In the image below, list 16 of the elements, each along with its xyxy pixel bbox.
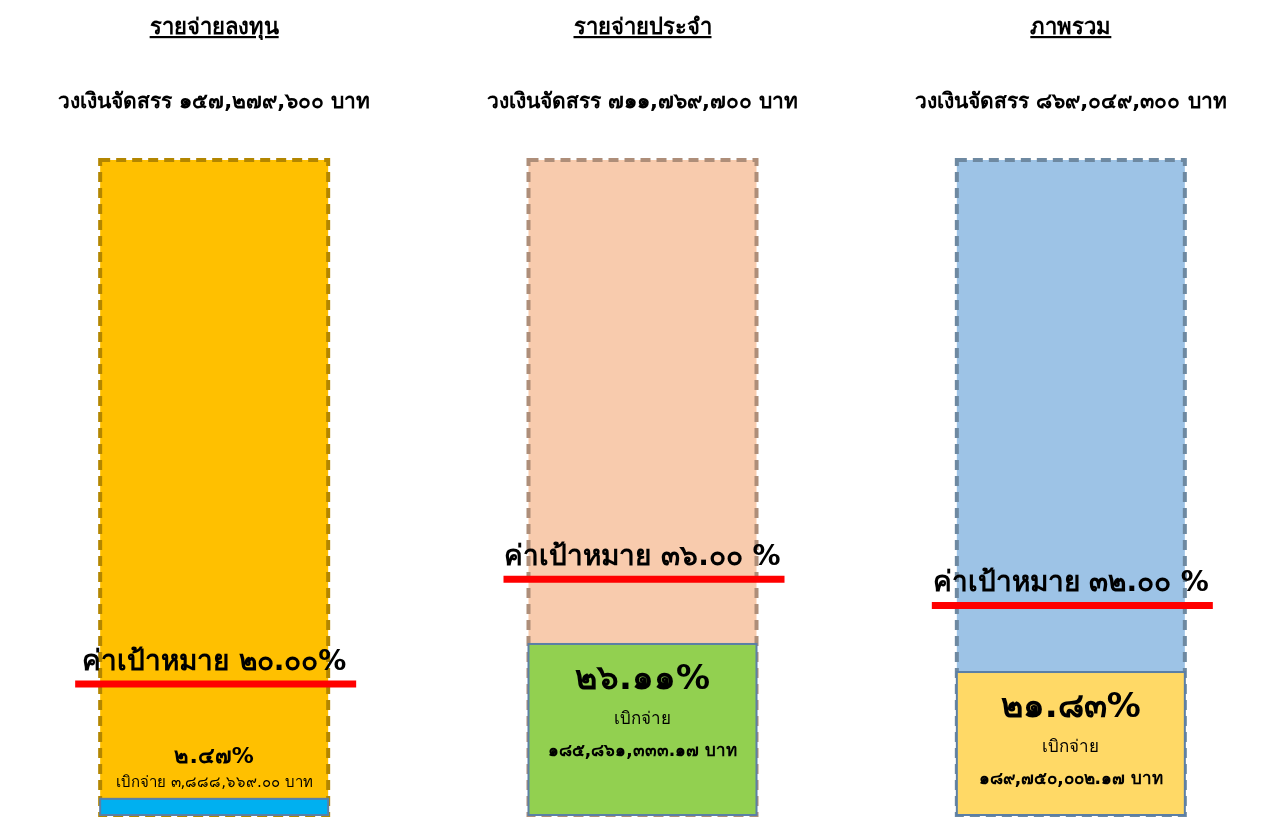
annotation: เบิกจ่าย ๓,๘๘๘,๖๖๙.๐๐ บาท bbox=[115, 772, 313, 791]
chart-subtitle: วงเงินจัดสรร ๑๕๗,๒๗๙,๖๐๐ บาท bbox=[57, 89, 371, 113]
ref-line-label: ค่าเป้าหมาย ๓๖.๐๐ % bbox=[504, 539, 781, 573]
annotation: เบิกจ่าย bbox=[1042, 736, 1100, 757]
chart-title: ภาพรวม bbox=[1030, 14, 1112, 39]
ref-line-label: ค่าเป้าหมาย ๓๒.๐๐ % bbox=[932, 565, 1209, 599]
data-label: ๒.๔๗% bbox=[174, 742, 254, 768]
chart-title: รายจ่ายลงทุน bbox=[149, 14, 279, 41]
data-label: ๒๑.๘๓% bbox=[1000, 685, 1141, 726]
chart-subtitle: วงเงินจัดสรร ๘๖๙,๐๔๙,๓๐๐ บาท bbox=[915, 89, 1227, 113]
chart-title: รายจ่ายประจำ bbox=[573, 14, 712, 39]
annotation: เบิกจ่าย bbox=[614, 707, 671, 728]
data-label: ๒๖.๑๑% bbox=[575, 656, 710, 697]
annotation: ๑๘๕,๘๖๑,๓๓๓.๑๗ บาท bbox=[547, 739, 738, 760]
chart-subtitle: วงเงินจัดสรร ๗๑๑,๗๖๙,๗๐๐ บาท bbox=[486, 89, 799, 113]
annotation: ๑๘๙,๗๕๐,๐๐๒.๑๗ บาท bbox=[978, 768, 1163, 789]
